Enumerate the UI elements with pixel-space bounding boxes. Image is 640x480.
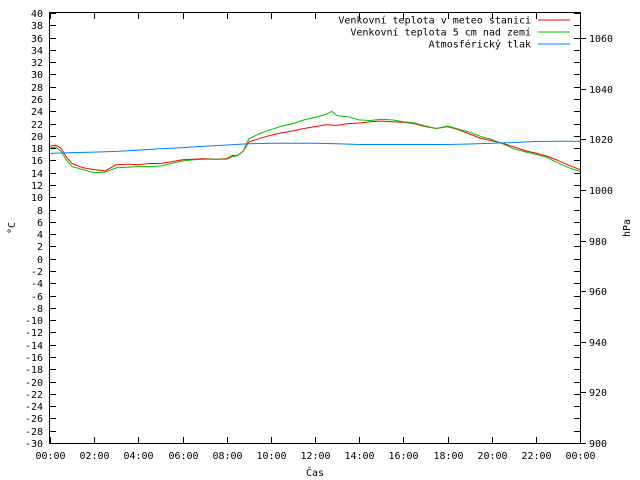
legend-label-2: Atmosférický tlak [429, 39, 531, 51]
y-tick-label: 6 [37, 218, 43, 229]
x-tick-label: 10:00 [256, 451, 286, 462]
legend: Venkovní teplota v meteo staniciVenkovní… [338, 15, 570, 51]
x-axis: 00:00 02:00 04:00 06:00 08:00 10:00 12:00 14:00… [35, 13, 596, 462]
y-axis-left: -30-28-26-24-22-20-18-16-14-12-10-8-6-4-… [25, 9, 580, 450]
y2-tick-label: 1060 [589, 34, 613, 45]
y-tick-label: -10 [25, 316, 43, 327]
y-tick-label: -24 [25, 402, 43, 413]
y2-tick-label: 920 [589, 388, 607, 399]
y-tick-label: -12 [25, 328, 43, 339]
x-axis-label: Čas [306, 466, 324, 479]
y-tick-label: -2 [31, 267, 43, 278]
x-tick-label: 02:00 [79, 451, 109, 462]
y-tick-label: -14 [25, 341, 43, 352]
y-tick-label: 14 [31, 169, 43, 180]
y2-tick-label: 1040 [589, 85, 613, 96]
y-tick-label: -18 [25, 365, 43, 376]
y-tick-label: -4 [31, 279, 43, 290]
y2-tick-label: 1000 [589, 186, 613, 197]
y-tick-label: 4 [37, 230, 43, 241]
y-tick-label: -30 [25, 439, 43, 450]
series-line-2 [49, 140, 580, 154]
y2-tick-label: 980 [589, 237, 607, 248]
x-tick-label: 20:00 [477, 451, 507, 462]
y-tick-label: -16 [25, 353, 43, 364]
series-line-1 [49, 110, 581, 174]
y-tick-label: 24 [31, 107, 43, 118]
y2-tick-label: 1020 [589, 135, 613, 146]
y-tick-label: 18 [31, 144, 43, 155]
y-tick-label: 8 [37, 206, 43, 217]
y-tick-label: 34 [31, 46, 43, 57]
y-tick-label: -22 [25, 390, 43, 401]
x-tick-label: 16:00 [388, 451, 418, 462]
y-tick-label: -8 [31, 304, 43, 315]
x-tick-label: 18:00 [433, 451, 463, 462]
legend-label-0: Venkovní teplota v meteo stanici [338, 15, 531, 27]
y-tick-label: -20 [25, 378, 43, 389]
x-tick-label: 22:00 [521, 451, 551, 462]
y-tick-label: 36 [31, 34, 43, 45]
y-tick-label: 0 [37, 255, 43, 266]
y-tick-label: 12 [31, 181, 43, 192]
x-tick-label: 12:00 [300, 451, 330, 462]
x-tick-label: 14:00 [344, 451, 374, 462]
legend-label-1: Venkovní teplota 5 cm nad zemí [350, 27, 531, 39]
y-tick-label: 16 [31, 156, 43, 167]
y-tick-label: 10 [31, 193, 43, 204]
y-tick-label: 22 [31, 120, 43, 131]
series-line-0 [49, 120, 581, 172]
y-tick-label: 30 [31, 70, 43, 81]
y-tick-label: 2 [37, 242, 43, 253]
y-axis-right: 900 920 940 960 980 1000 1020 1040 1060 [580, 34, 613, 450]
y-axis-left-label: °C [7, 222, 18, 234]
x-tick-label: 00:00 [35, 451, 65, 462]
y-tick-label: 38 [31, 21, 43, 32]
y-tick-label: -26 [25, 414, 43, 425]
y-tick-label: -28 [25, 427, 43, 438]
x-tick-label: 04:00 [123, 451, 153, 462]
y-tick-label: -6 [31, 292, 43, 303]
y-tick-label: 20 [31, 132, 43, 143]
y2-tick-label: 960 [589, 287, 607, 298]
y-axis-right-label: hPa [622, 219, 633, 237]
y-tick-label: 26 [31, 95, 43, 106]
x-tick-label: 06:00 [168, 451, 198, 462]
y2-tick-label: 900 [589, 439, 607, 450]
y2-tick-label: 940 [589, 338, 607, 349]
series-layer [49, 110, 581, 174]
x-tick-label: 08:00 [212, 451, 242, 462]
y-tick-label: 32 [31, 58, 43, 69]
y-tick-label: 40 [31, 9, 43, 20]
x-tick-label: 00:00 [565, 451, 595, 462]
y-tick-label: 28 [31, 83, 43, 94]
plot-frame [49, 12, 581, 444]
